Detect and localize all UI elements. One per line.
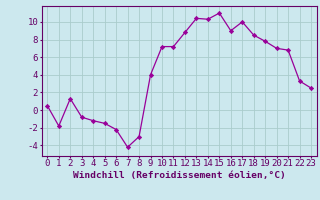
X-axis label: Windchill (Refroidissement éolien,°C): Windchill (Refroidissement éolien,°C) xyxy=(73,171,285,180)
